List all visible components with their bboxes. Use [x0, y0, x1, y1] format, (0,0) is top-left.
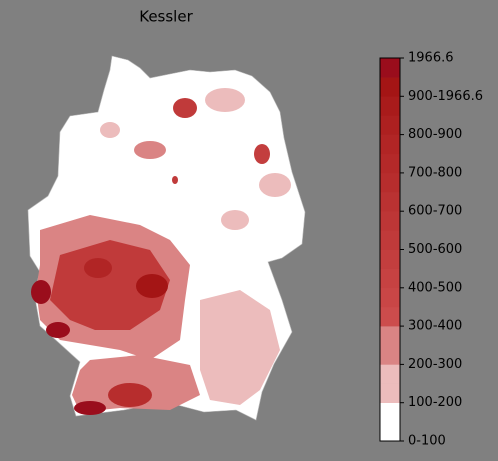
colorbar-label: 600-700	[408, 204, 462, 219]
districts	[31, 88, 291, 415]
colorbar-band	[380, 383, 400, 403]
colorbar-band	[380, 172, 400, 193]
colorbar-band	[380, 211, 400, 231]
colorbar-label: 900-1966.6	[408, 89, 483, 104]
colorbar-band	[380, 192, 400, 212]
colorbar-label: 100-200	[408, 395, 462, 410]
colorbar-band	[380, 153, 400, 174]
colorbar-label: 500-600	[408, 242, 462, 257]
colorbar-label: 1966.6	[408, 51, 454, 66]
colorbar-label: 300-400	[408, 319, 462, 334]
colorbar-band	[380, 364, 400, 384]
colorbar-band	[380, 326, 400, 346]
germany-map	[27, 55, 306, 421]
colorbar-label: 700-800	[408, 165, 462, 180]
colorbar-band	[380, 249, 400, 269]
colorbar-band	[380, 96, 400, 116]
colorbar-band	[380, 306, 400, 327]
colorbar-band	[380, 115, 400, 135]
colorbar-band	[380, 77, 400, 97]
map-title: Kessler	[139, 8, 193, 26]
colorbar-label: 400-500	[408, 280, 462, 295]
colorbar-band	[380, 421, 400, 442]
colorbar-label: 800-900	[408, 127, 462, 142]
colorbar-band	[380, 230, 400, 250]
colorbar-band	[380, 268, 400, 289]
colorbar-band	[380, 58, 400, 78]
colorbar-band	[380, 345, 400, 365]
colorbar-label: 200-300	[408, 357, 462, 372]
colorbar-band	[380, 134, 400, 155]
colorbar-label: 0-100	[408, 434, 446, 449]
colorbar-band	[380, 402, 400, 423]
colorbar-band	[380, 287, 400, 308]
